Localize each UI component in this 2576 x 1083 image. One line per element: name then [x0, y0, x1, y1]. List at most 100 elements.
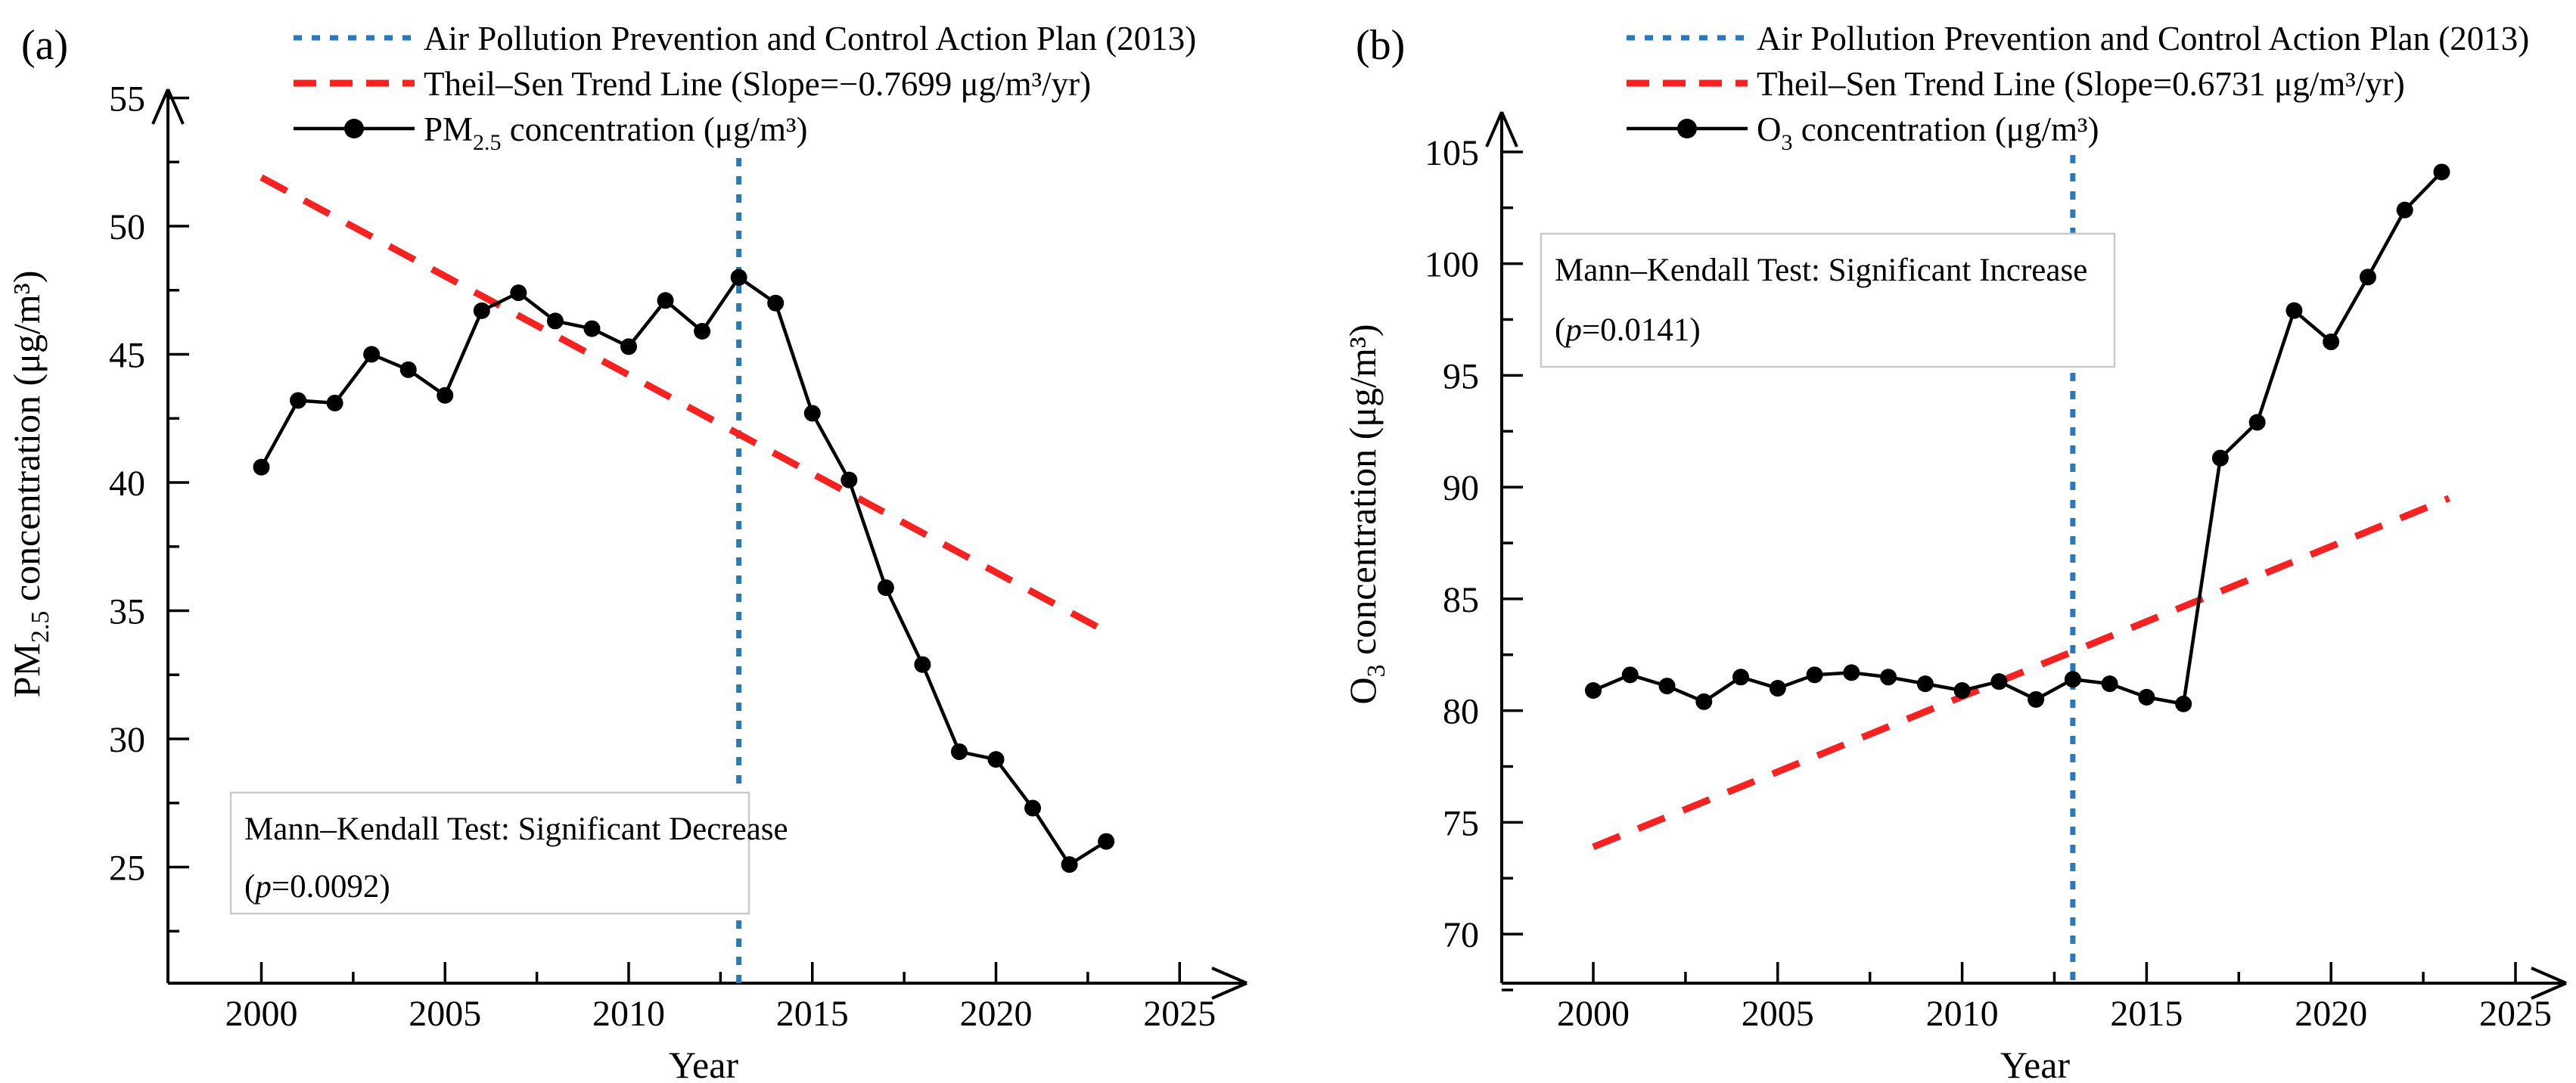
data-point: [2211, 449, 2229, 467]
data-point: [363, 346, 381, 363]
y-tick-label: 40: [109, 464, 145, 504]
data-point: [1585, 682, 1602, 700]
y-title-prefix: O: [1341, 677, 1384, 704]
data-point: [1695, 693, 1713, 710]
y-tick-label: 100: [1425, 245, 1479, 285]
data-point: [803, 405, 821, 422]
annotation-p-italic: p: [1563, 312, 1582, 348]
data-point: [2433, 163, 2450, 181]
panel-a-label: (a): [21, 22, 68, 69]
data-point: [437, 386, 454, 404]
data-point: [583, 320, 601, 337]
x-axis-title: Year: [2000, 1044, 2070, 1083]
theil-sen-trend-line: [259, 174, 1102, 632]
legend-series-marker: [344, 119, 364, 138]
data-point: [2028, 690, 2045, 708]
y-axis-arrow: [1500, 111, 1518, 147]
data-point: [510, 284, 527, 302]
data-point: [2323, 334, 2340, 351]
y-tick-label: 95: [1443, 356, 1479, 396]
x-axis-arrow: [1211, 967, 1248, 985]
legend-series-label: PM2.5 concentration (μg/m³): [424, 110, 808, 155]
y-tick-label: 55: [109, 79, 145, 119]
x-tick-label: 2000: [1557, 994, 1630, 1034]
y-tick-label: 35: [109, 592, 145, 632]
legend-series-label: O3 concentration (μg/m³): [1757, 110, 2099, 155]
legend-series-prefix: O: [1757, 110, 1782, 148]
data-point: [730, 268, 747, 286]
y-tick-label: 80: [1443, 692, 1479, 732]
y-tick-label: 30: [109, 720, 145, 760]
data-point: [1621, 666, 1639, 684]
annotation-box: [1540, 232, 2116, 368]
data-point: [399, 361, 417, 378]
legend-series-subscript: 2.5: [473, 130, 502, 155]
annotation-line2: (p=0.0092): [244, 869, 390, 905]
x-tick-label: 2005: [1742, 994, 1814, 1034]
y-title-rest: concentration (μg/m³): [1341, 324, 1384, 664]
data-point: [694, 322, 711, 340]
x-tick-label: 2005: [409, 994, 481, 1034]
data-point: [620, 338, 637, 355]
data-point: [1061, 856, 1078, 874]
x-tick-label: 2015: [776, 994, 849, 1034]
data-point: [767, 294, 785, 312]
legend-trend-label: Theil–Sen Trend Line (Slope=0.6731 μg/m³…: [1757, 65, 2405, 103]
y-tick-label: 85: [1443, 580, 1479, 620]
series-line: [259, 275, 1108, 867]
data-point: [2396, 201, 2413, 219]
y-tick-label: 75: [1443, 803, 1479, 843]
data-point: [2285, 302, 2303, 319]
y-axis-arrow: [151, 88, 169, 125]
data-point: [1098, 833, 1115, 850]
data-point: [2138, 688, 2155, 706]
y-tick-label: 105: [1425, 133, 1479, 173]
data-point: [326, 394, 343, 411]
legend-series-subscript: 3: [1782, 130, 1793, 155]
data-point: [2064, 671, 2081, 688]
panel-b: 70 75 80 85 90 95 100 105 2000 2005 2010 2015 2020 20…: [1341, 20, 2567, 1083]
y-tick-label: 50: [109, 207, 145, 247]
annotation-p-value: =0.0092): [272, 869, 390, 905]
annotation-paren: (: [1555, 312, 1565, 348]
annotation-line2: (p=0.0141): [1555, 312, 1701, 348]
data-point: [841, 471, 858, 489]
axes: [151, 88, 1248, 1000]
data-point: [1658, 678, 1676, 695]
x-axis-arrow: [2531, 967, 2567, 985]
annotation-line1: Mann–Kendall Test: Significant Decrease: [244, 811, 788, 847]
legend-policy-label: Air Pollution Prevention and Control Act…: [1757, 20, 2529, 57]
data-point: [1990, 673, 2008, 690]
data-point: [950, 743, 968, 760]
panel-b-label: (b): [1356, 22, 1405, 69]
data-point: [2101, 675, 2118, 693]
data-point: [1953, 682, 1971, 700]
x-tick-label: 2010: [592, 994, 665, 1034]
data-point: [1024, 799, 1042, 817]
data-point: [914, 656, 931, 673]
y-title-subscript: 3: [1363, 664, 1391, 677]
data-point: [2359, 268, 2376, 286]
data-point: [1916, 675, 1934, 693]
data-point: [473, 302, 490, 319]
data-point: [1843, 664, 1860, 681]
y-axis-arrow: [166, 88, 185, 125]
x-axis-arrow: [1211, 982, 1248, 1000]
legend-series-marker: [1677, 119, 1697, 138]
x-tick-label: 2010: [1926, 994, 1999, 1034]
annotation-p-italic: p: [253, 869, 272, 905]
y-tick-label: 70: [1443, 915, 1479, 955]
ticks: [168, 96, 1181, 983]
annotation-box: [229, 791, 750, 915]
x-axis-title: Year: [669, 1044, 738, 1083]
y-tick-label: 90: [1443, 468, 1479, 508]
y-title-subscript: 2.5: [26, 611, 54, 644]
axes: [1485, 111, 2567, 1000]
data-point: [1732, 669, 1750, 686]
annotation-p-value: =0.0141): [1582, 312, 1701, 348]
x-tick-label: 2025: [2479, 994, 2552, 1034]
legend-series-rest: concentration (μg/m³): [502, 110, 808, 148]
theil-sen-trend-line: [1592, 495, 2450, 851]
annotation-paren: (: [244, 869, 255, 905]
